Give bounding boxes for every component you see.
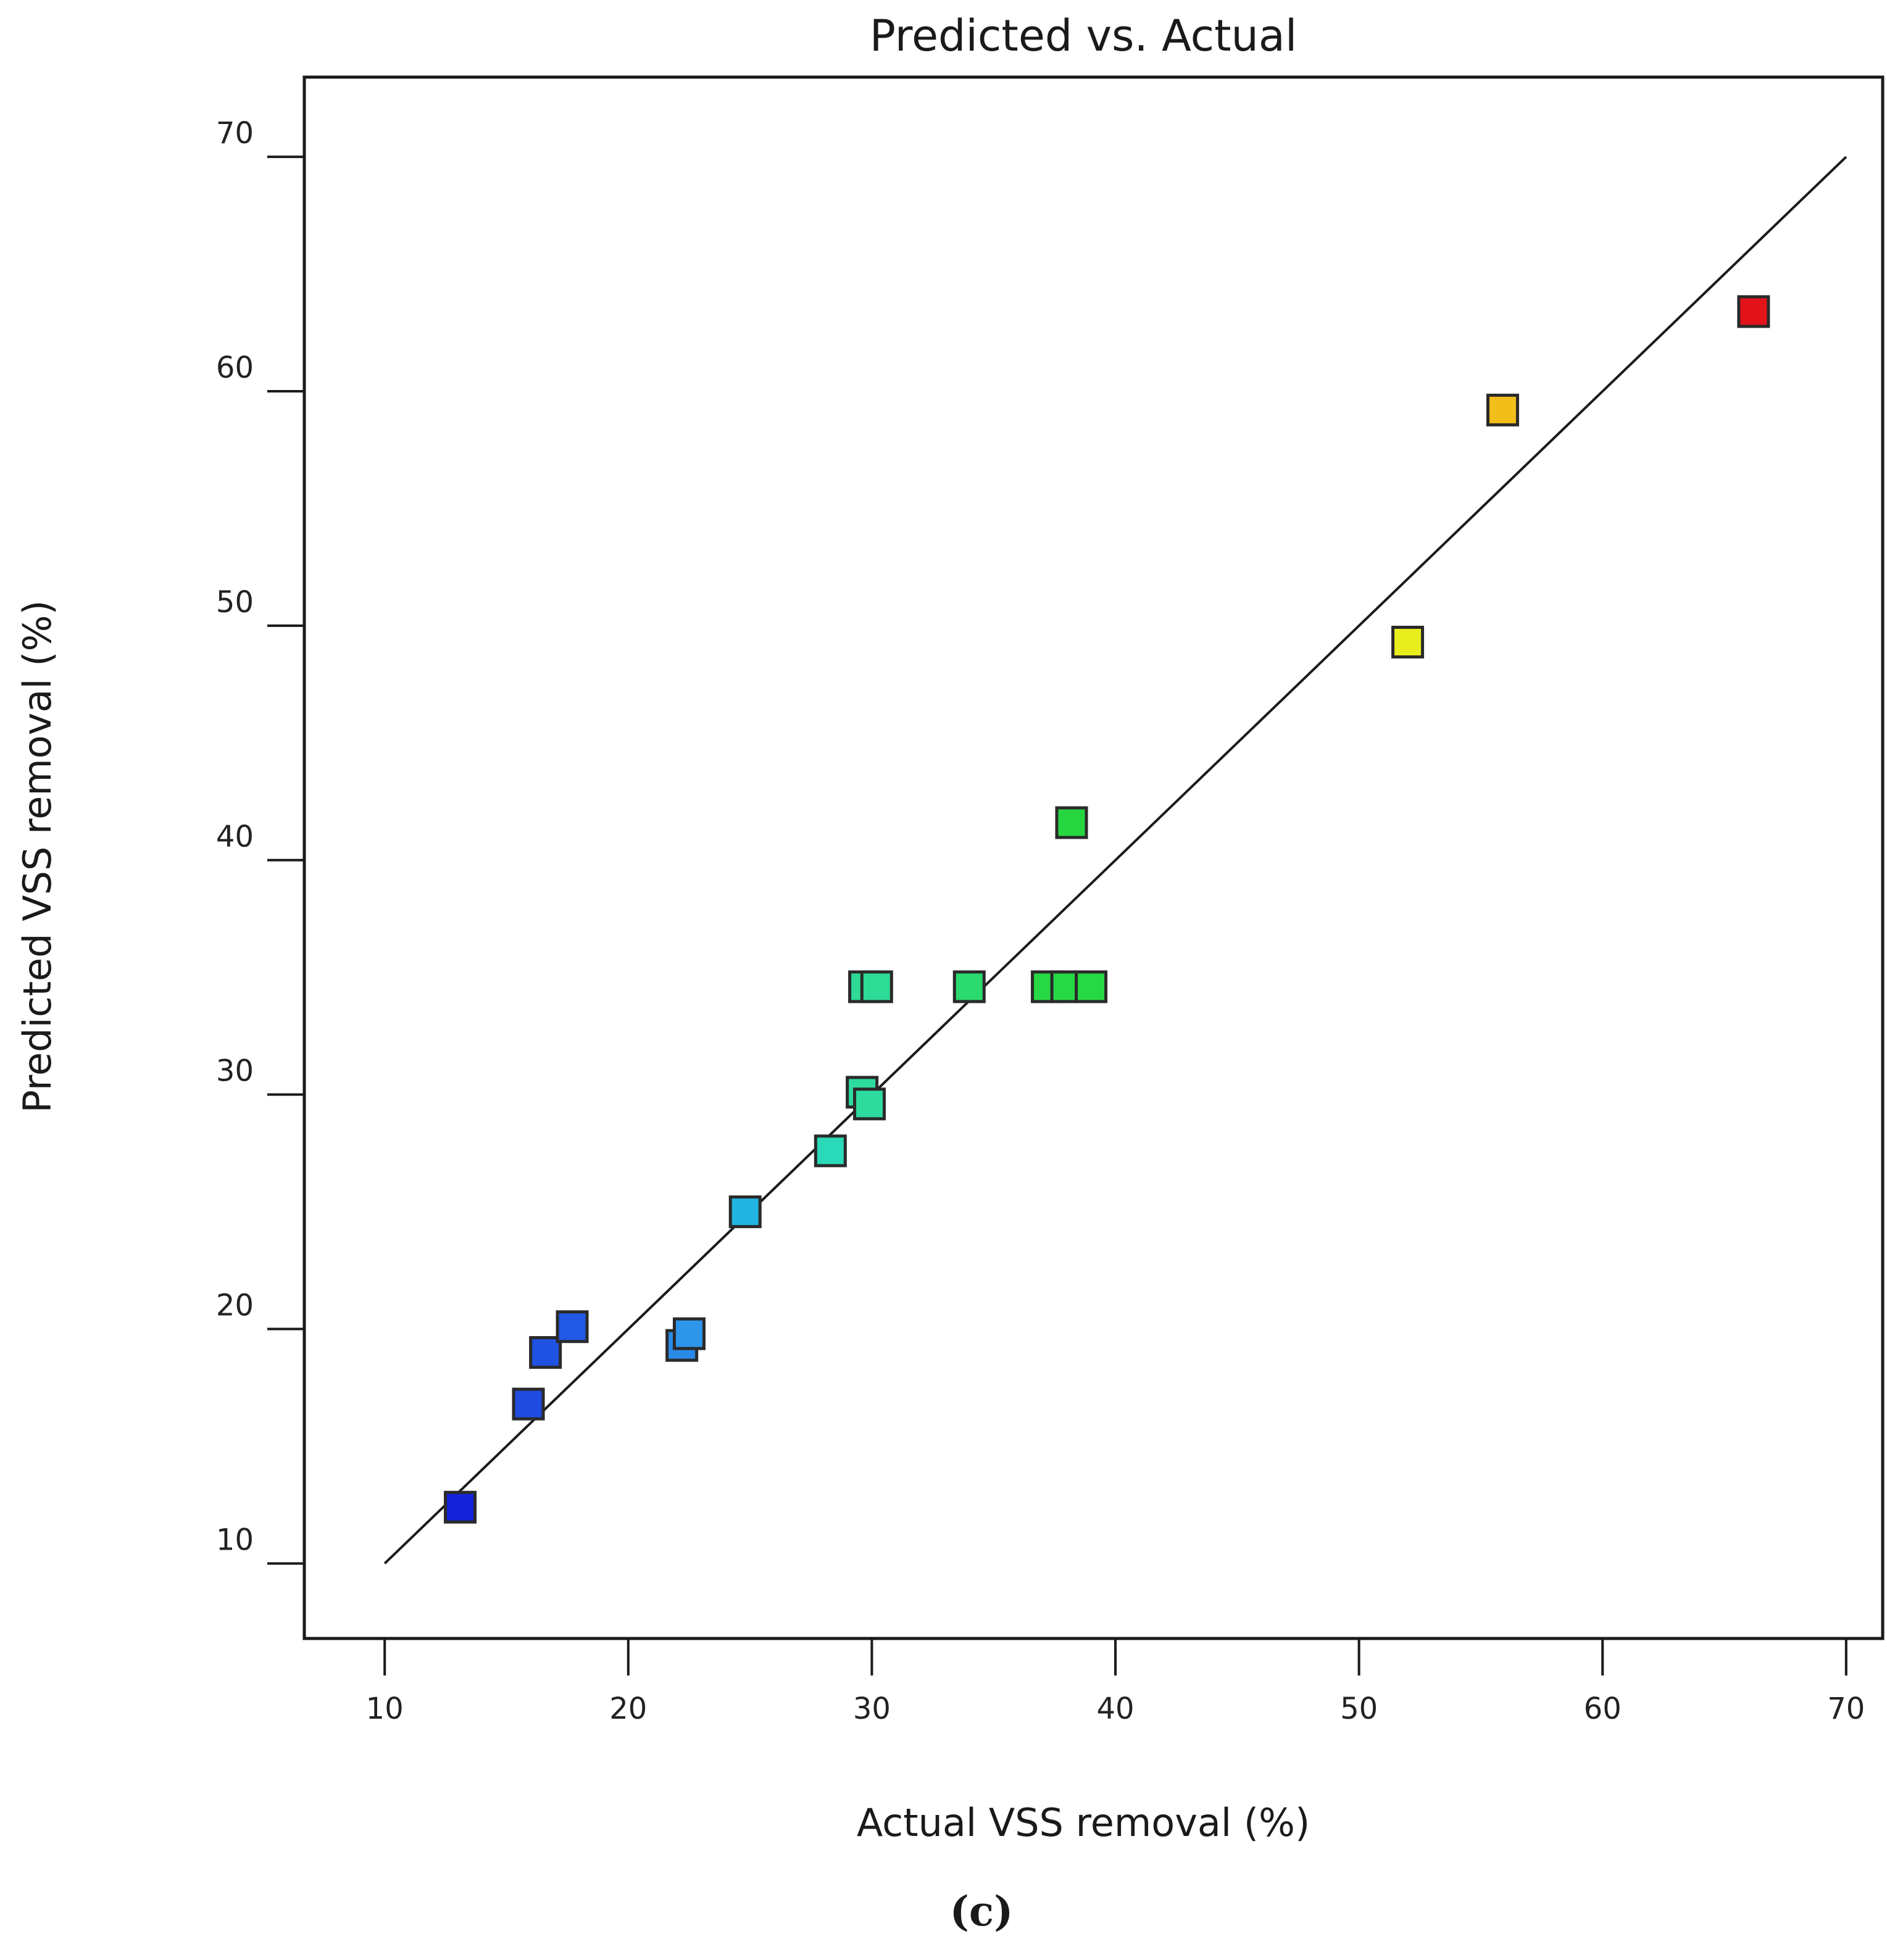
reference-line [383, 156, 1847, 1564]
y-axis-label: Predicted VSS removal (%) [15, 600, 60, 1113]
data-point-8 [814, 1134, 847, 1168]
data-points [444, 295, 1770, 1524]
data-point-16 [1075, 970, 1108, 1003]
data-point-19 [1486, 393, 1519, 426]
data-point-2 [512, 1387, 545, 1421]
x-tick-label: 60 [1584, 1692, 1622, 1726]
y-tick-label: 50 [216, 585, 254, 620]
x-tick-label: 50 [1340, 1692, 1378, 1726]
y-tick-label: 20 [216, 1289, 254, 1323]
data-point-12 [860, 970, 893, 1003]
y-tick-label: 10 [216, 1522, 254, 1557]
data-point-7 [728, 1195, 762, 1229]
x-tick-label: 40 [1096, 1692, 1134, 1726]
chart-title: Predicted vs. Actual [870, 10, 1298, 61]
panel-label: (c) [950, 1887, 1014, 1935]
x-tick-label: 30 [853, 1692, 891, 1726]
x-axis-label: Actual VSS removal (%) [857, 1800, 1310, 1845]
data-point-3 [529, 1336, 562, 1369]
data-point-18 [1391, 626, 1425, 659]
data-point-6 [672, 1317, 706, 1350]
x-tick-label: 10 [366, 1692, 404, 1726]
data-point-13 [952, 970, 986, 1003]
y-tick-label: 30 [216, 1054, 254, 1089]
y-tick-label: 60 [216, 351, 254, 385]
x-tick-label: 70 [1827, 1692, 1865, 1726]
data-point-1 [444, 1490, 477, 1524]
plot-area-frame [302, 75, 1885, 1640]
data-point-20 [1737, 295, 1770, 328]
x-axis-ticks: 10 20 30 40 50 60 70 [366, 1638, 1865, 1726]
data-point-10 [852, 1087, 886, 1121]
data-point-4 [556, 1310, 589, 1343]
y-tick-label: 40 [216, 820, 254, 854]
y-tick-label: 70 [216, 116, 254, 151]
y-axis-ticks: 10 20 30 40 50 60 70 [216, 116, 304, 1565]
x-tick-label: 20 [609, 1692, 647, 1726]
data-point-17 [1055, 806, 1088, 839]
